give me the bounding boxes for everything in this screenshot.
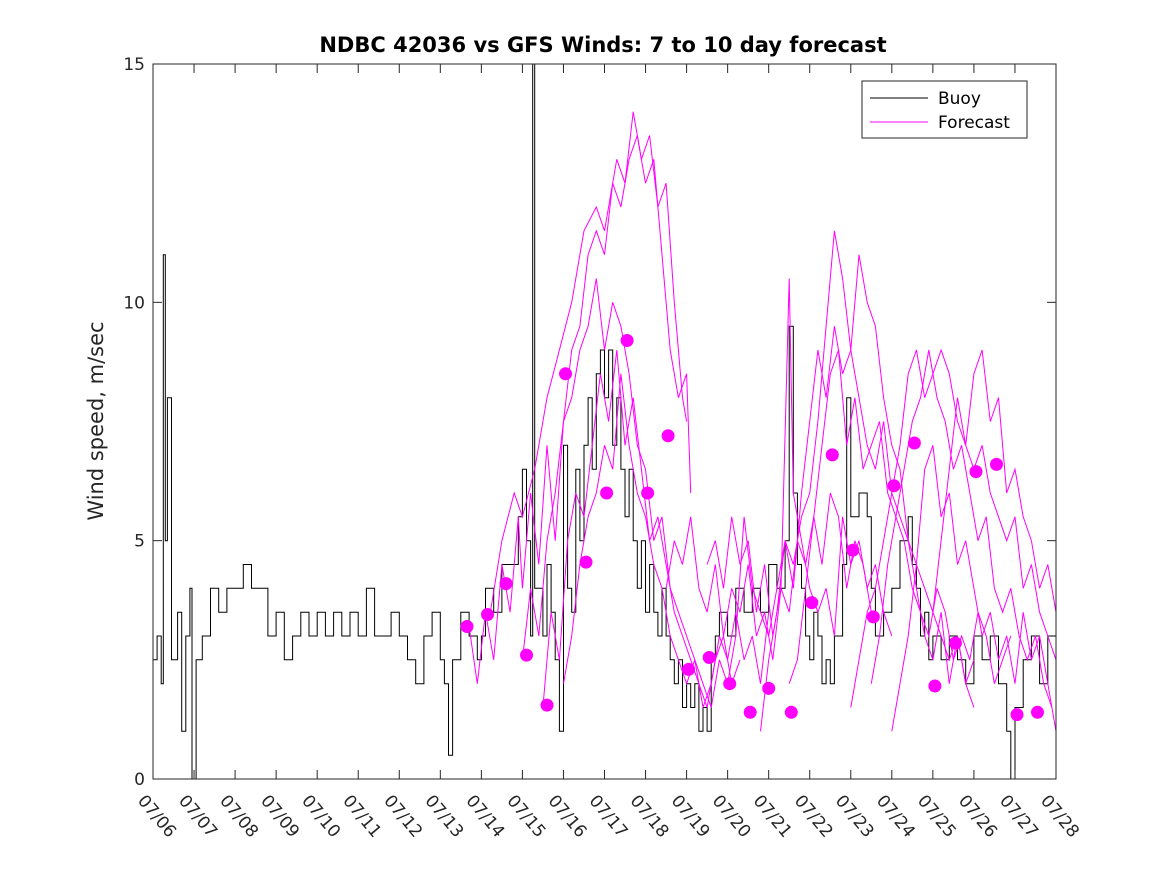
forecast-marker bbox=[520, 648, 533, 662]
forecast-marker bbox=[600, 486, 614, 500]
forecast-markers bbox=[460, 334, 1044, 722]
forecast-marker bbox=[661, 429, 675, 443]
forecast-marker bbox=[866, 610, 880, 624]
legend-forecast-label: Forecast bbox=[938, 113, 1010, 133]
forecast-marker bbox=[762, 681, 776, 695]
forecast-line-7 bbox=[788, 349, 1012, 684]
x-tick-label: 07/12 bbox=[379, 791, 426, 841]
forecast-line-8 bbox=[850, 348, 1057, 708]
forecast-line-9 bbox=[870, 349, 1053, 708]
buoy-line bbox=[153, 63, 1056, 780]
x-tick-label: 07/13 bbox=[420, 791, 467, 841]
forecast-marker bbox=[540, 698, 554, 712]
x-tick-label: 07/25 bbox=[913, 791, 960, 841]
x-tick-label: 07/11 bbox=[338, 791, 385, 841]
forecast-marker bbox=[990, 457, 1003, 471]
forecast-marker bbox=[948, 636, 962, 650]
forecast-line-3 bbox=[542, 349, 741, 708]
x-tick-label: 07/07 bbox=[174, 791, 221, 841]
forecast-series bbox=[468, 111, 1057, 732]
x-tick-label: 07/28 bbox=[1036, 791, 1083, 841]
y-tick-label: 10 bbox=[123, 293, 145, 313]
forecast-marker bbox=[682, 662, 696, 676]
x-axis-ticks: 07/0607/0707/0807/0907/1007/1107/1207/13… bbox=[133, 64, 1083, 842]
forecast-marker bbox=[499, 577, 513, 591]
y-tick-label: 5 bbox=[134, 532, 145, 552]
forecast-line-10 bbox=[891, 445, 1057, 732]
forecast-marker bbox=[723, 677, 737, 691]
x-tick-label: 07/22 bbox=[790, 791, 837, 841]
forecast-marker bbox=[907, 436, 921, 450]
forecast-line-6 bbox=[760, 326, 975, 732]
forecast-marker bbox=[559, 367, 572, 381]
forecast-marker bbox=[887, 479, 901, 493]
forecast-marker bbox=[928, 679, 942, 693]
legend-box bbox=[861, 80, 1028, 139]
x-tick-label: 07/10 bbox=[297, 791, 344, 841]
forecast-marker bbox=[460, 620, 474, 633]
y-tick-label: 0 bbox=[134, 770, 145, 790]
x-tick-label: 07/18 bbox=[626, 791, 673, 841]
forecast-marker bbox=[641, 486, 655, 500]
forecast-marker bbox=[969, 465, 983, 479]
forecast-line-1 bbox=[489, 111, 688, 617]
forecast-line-11 bbox=[932, 349, 1057, 613]
forecast-line-13 bbox=[706, 278, 893, 637]
forecast-marker bbox=[702, 651, 716, 664]
forecast-marker bbox=[846, 543, 860, 557]
forecast-marker bbox=[805, 596, 819, 610]
x-tick-label: 07/16 bbox=[544, 791, 591, 841]
x-tick-label: 07/26 bbox=[954, 791, 1001, 841]
x-tick-label: 07/09 bbox=[256, 791, 303, 841]
y-axis-ticks: 0 5 10 15 bbox=[123, 55, 1056, 790]
forecast-marker bbox=[481, 608, 494, 621]
x-tick-label: 07/17 bbox=[585, 791, 632, 841]
x-tick-label: 07/06 bbox=[133, 791, 180, 841]
forecast-marker bbox=[825, 448, 839, 462]
x-tick-label: 07/21 bbox=[749, 791, 796, 841]
buoy-series bbox=[153, 63, 1056, 780]
legend-buoy-label: Buoy bbox=[938, 89, 981, 109]
x-tick-label: 07/14 bbox=[462, 791, 509, 841]
x-tick-label: 07/15 bbox=[503, 791, 550, 841]
x-tick-label: 07/27 bbox=[995, 791, 1042, 841]
forecast-marker bbox=[784, 705, 798, 719]
forecast-marker bbox=[620, 334, 634, 347]
forecast-marker bbox=[1010, 708, 1024, 722]
legend: Buoy Forecast bbox=[861, 80, 1028, 139]
x-tick-label: 07/08 bbox=[215, 791, 262, 841]
forecast-line-4 bbox=[563, 373, 770, 708]
y-tick-label: 15 bbox=[123, 55, 145, 75]
x-tick-label: 07/20 bbox=[708, 791, 755, 841]
forecast-line-12 bbox=[665, 492, 872, 660]
forecast-marker bbox=[1031, 705, 1044, 719]
axes-box bbox=[152, 63, 1057, 780]
y-axis-label: Wind speed, m/sec bbox=[84, 321, 108, 520]
plot-area bbox=[153, 63, 1057, 780]
forecast-line-2 bbox=[521, 278, 729, 708]
x-tick-label: 07/24 bbox=[872, 791, 919, 841]
forecast-marker bbox=[579, 555, 593, 569]
forecast-marker bbox=[743, 705, 757, 719]
x-tick-label: 07/23 bbox=[831, 791, 878, 841]
chart-title: NDBC 42036 vs GFS Winds: 7 to 10 day for… bbox=[319, 33, 886, 57]
x-tick-label: 07/19 bbox=[667, 791, 714, 841]
